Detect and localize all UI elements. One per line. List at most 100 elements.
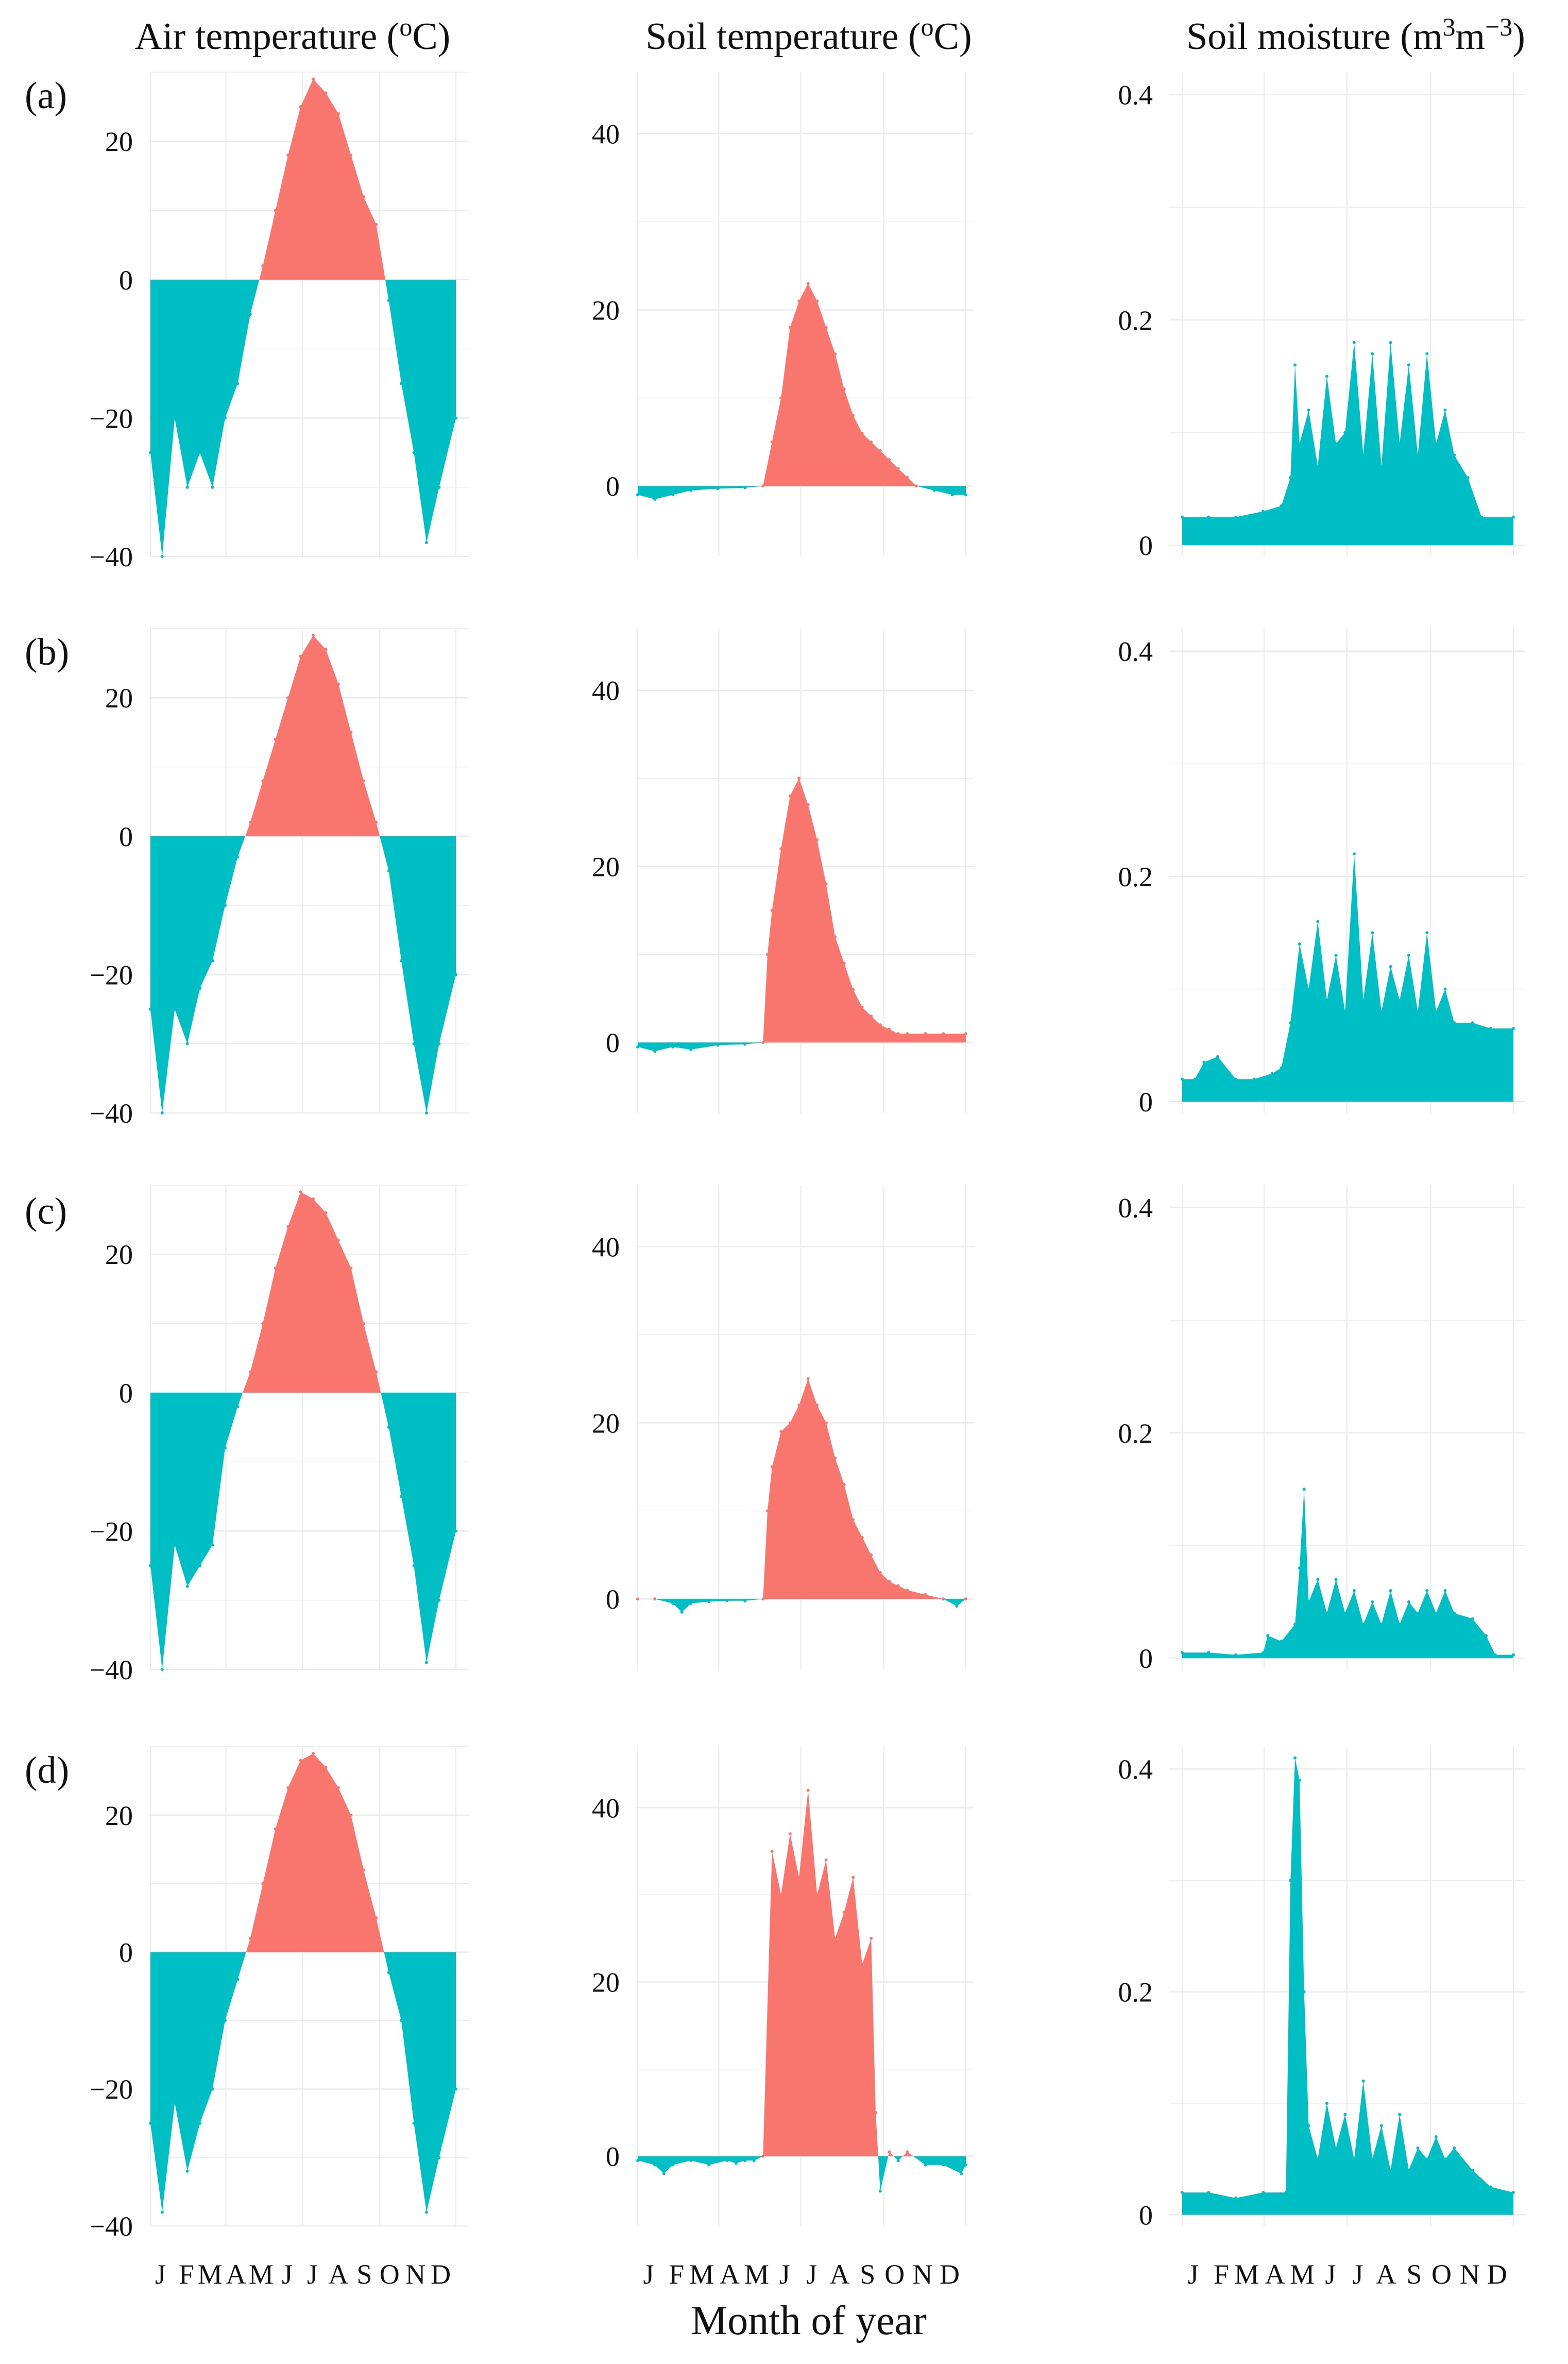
panel-b-soil-temperature: 0 20 40 xyxy=(592,629,974,1113)
data-point xyxy=(1289,1879,1292,1882)
data-point xyxy=(362,195,365,198)
data-point xyxy=(437,1598,441,1602)
data-point xyxy=(1270,1072,1274,1075)
data-point xyxy=(689,1048,693,1051)
data-point xyxy=(1416,1010,1420,1014)
series-area-positive xyxy=(150,1192,456,1393)
data-point xyxy=(1425,1589,1429,1592)
data-point xyxy=(1453,1611,1456,1615)
data-point xyxy=(261,1882,265,1885)
data-point xyxy=(160,2210,164,2214)
panel-b-soil-moisture: 0 0.2 0.4 xyxy=(1118,629,1525,1118)
data-point xyxy=(198,1564,202,1567)
data-point xyxy=(198,451,202,454)
y-tick-label: 20 xyxy=(105,1239,133,1270)
series-area-positive xyxy=(150,79,456,280)
data-point xyxy=(349,154,353,157)
data-point xyxy=(662,2172,666,2175)
data-point xyxy=(1443,408,1447,412)
y-tick-label: 40 xyxy=(592,1232,620,1263)
data-point xyxy=(374,1916,378,1920)
data-point xyxy=(336,1786,340,1789)
x-tick-label: F xyxy=(1214,2259,1229,2290)
data-point xyxy=(878,1023,882,1027)
data-point xyxy=(1334,442,1338,446)
x-tick-label: J xyxy=(282,2259,293,2290)
x-tick-label: O xyxy=(1431,2259,1452,2290)
data-point xyxy=(1407,2168,1410,2172)
data-point xyxy=(689,488,693,492)
data-point xyxy=(761,1041,765,1044)
data-point xyxy=(1480,515,1484,519)
column-title-soil-moisture: Soil moisture (m3m−3) xyxy=(1186,12,1525,58)
data-point xyxy=(1489,2185,1492,2189)
data-point xyxy=(851,988,855,991)
data-point xyxy=(211,959,214,963)
data-point xyxy=(964,1032,967,1036)
data-point xyxy=(815,1404,819,1407)
data-point xyxy=(412,1564,416,1567)
y-tick-label: 0 xyxy=(119,1378,133,1409)
data-point xyxy=(888,2150,891,2154)
data-point xyxy=(1334,1578,1338,1581)
data-point xyxy=(860,1963,864,1966)
data-point xyxy=(286,1225,290,1228)
data-point xyxy=(261,779,265,783)
data-point xyxy=(1416,453,1420,457)
data-point xyxy=(185,1042,189,1045)
data-point xyxy=(1471,2168,1474,2172)
data-point xyxy=(1284,2191,1288,2194)
y-tick-label: −20 xyxy=(90,403,133,434)
data-point xyxy=(211,2087,214,2091)
data-point xyxy=(1302,1488,1306,1491)
data-point xyxy=(671,1045,675,1049)
data-point xyxy=(851,414,855,417)
data-point xyxy=(752,2159,756,2163)
series-area-moisture xyxy=(1182,342,1513,546)
data-point xyxy=(1471,1021,1474,1025)
data-point xyxy=(1489,1027,1492,1031)
data-point xyxy=(806,803,810,806)
data-point xyxy=(1453,2146,1456,2150)
data-point xyxy=(770,1465,774,1468)
y-tick-label: 20 xyxy=(105,683,133,714)
y-tick-label: −40 xyxy=(90,2211,133,2242)
y-tick-label: 0 xyxy=(606,2141,620,2172)
data-point xyxy=(286,696,290,700)
data-point xyxy=(942,2163,945,2167)
data-point xyxy=(374,821,378,824)
data-point xyxy=(797,1404,801,1407)
data-point xyxy=(454,2087,457,2091)
data-point xyxy=(387,1426,390,1429)
x-tick-label: J xyxy=(1188,2259,1199,2290)
data-point xyxy=(1352,341,1356,344)
data-point xyxy=(1207,515,1211,519)
data-point xyxy=(770,908,774,912)
y-tick-label: 0.2 xyxy=(1118,305,1153,336)
gridlines xyxy=(1169,1185,1525,1669)
data-point xyxy=(211,1543,214,1547)
x-tick-label: D xyxy=(940,2259,960,2290)
data-point xyxy=(454,416,457,420)
data-point xyxy=(1202,1060,1206,1064)
data-point xyxy=(1493,1653,1497,1657)
x-tick-label: A xyxy=(328,2259,348,2290)
data-point xyxy=(412,451,416,454)
data-point xyxy=(248,821,252,824)
data-point xyxy=(1379,1623,1383,1626)
data-point xyxy=(286,1786,290,1789)
y-tick-label: 0 xyxy=(119,1937,133,1968)
data-point xyxy=(173,2101,177,2104)
data-point xyxy=(707,1600,711,1603)
data-point xyxy=(1485,1634,1488,1637)
series-area-negative xyxy=(638,1599,966,1612)
data-point xyxy=(1389,965,1392,968)
data-point xyxy=(860,431,864,435)
data-point xyxy=(387,299,390,302)
data-point xyxy=(248,1937,252,1940)
data-point xyxy=(636,2159,639,2163)
data-point xyxy=(173,1007,177,1011)
data-point xyxy=(1234,1653,1238,1657)
data-point xyxy=(362,1868,365,1872)
